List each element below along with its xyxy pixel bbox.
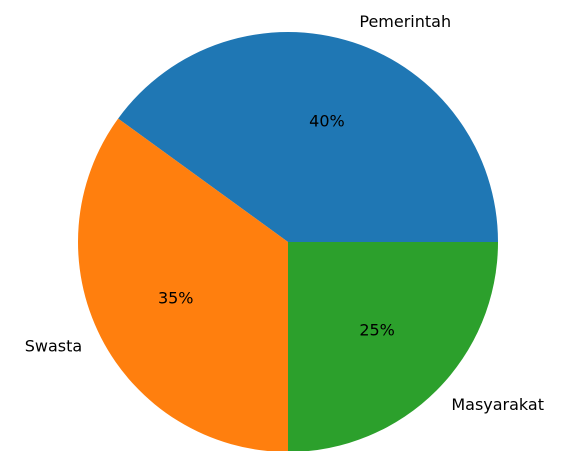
slice-label: Pemerintah [359, 12, 451, 31]
pie-slice [288, 242, 498, 451]
slice-label: Masyarakat [451, 395, 544, 414]
percent-label: 40% [309, 112, 345, 131]
percent-label: 25% [359, 321, 395, 340]
slice-label: Swasta [25, 336, 82, 355]
pie-slice [78, 118, 288, 451]
percent-label: 35% [158, 289, 194, 308]
pie-slice [118, 31, 498, 243]
